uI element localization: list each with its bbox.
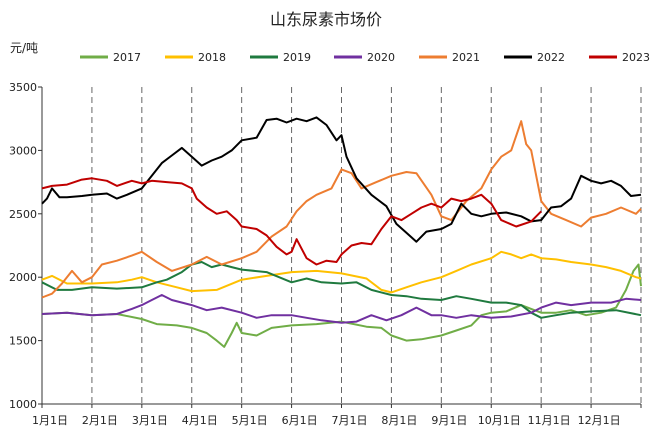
x-tick-label: 1月1日 [32,414,68,427]
axes: 1000 1500 2000 2500 3000 3500 1月1日 2月1日 3月1日 4月1日… [9,81,642,427]
series-line-2018 [41,250,642,294]
y-tick-label: 1000 [9,398,37,411]
x-tick-label: 4月1日 [182,414,218,427]
y-axis-label: 元/吨 [10,41,38,55]
chart-title: 山东尿素市场价 [270,10,382,29]
series-line-2021 [41,120,642,299]
series-line-2022 [41,116,642,243]
legend-label-2018: 2018 [198,51,226,64]
legend-label-2021: 2021 [452,51,480,64]
x-tick-label: 9月1日 [431,414,467,427]
x-tick-label: 7月1日 [332,414,368,427]
legend-label-2022: 2022 [537,51,565,64]
x-tick-label: 3月1日 [132,414,168,427]
y-tick-label: 3500 [9,81,37,94]
legend-label-2019: 2019 [283,51,311,64]
legend-label-2023: 2023 [622,51,650,64]
y-tick-label: 3000 [9,144,37,157]
grid [91,87,642,404]
x-tick-label: 8月1日 [381,414,417,427]
series-group [41,116,642,348]
series-line-2017 [41,263,642,348]
legend-label-2020: 2020 [367,51,395,64]
legend: 2017 2018 2019 2020 2021 2022 2023 [80,51,650,64]
x-tick-label: 5月1日 [232,414,268,427]
x-tick-label: 10月1日 [478,414,521,427]
series-line-2023 [41,177,542,266]
legend-label-2017: 2017 [113,51,141,64]
x-tick-label: 6月1日 [282,414,318,427]
y-tick-label: 2500 [9,208,37,221]
x-tick-label: 11月1日 [528,414,571,427]
series-line-2020 [41,294,642,324]
y-tick-label: 1500 [9,335,37,348]
x-tick-label: 2月1日 [82,414,118,427]
y-tick-label: 2000 [9,271,37,284]
series-line-2019 [41,261,642,319]
x-tick-label: 12月1日 [578,414,621,427]
